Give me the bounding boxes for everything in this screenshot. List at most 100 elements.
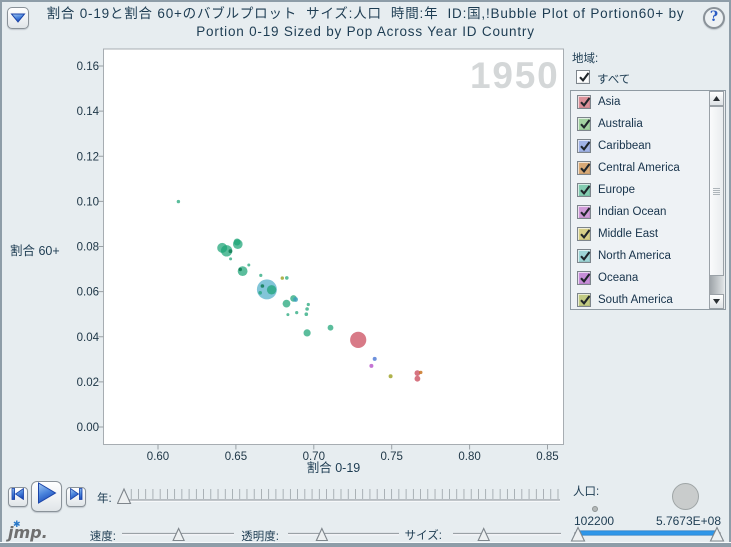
bubble[interactable]	[372, 356, 377, 361]
bubble-plot-canvas[interactable]: 1950 0.60 0.65 0.70 0.75 0.80 0.85 0.00 0.02 0.04…	[0, 45, 585, 480]
region-row-label: Indian Ocean	[598, 206, 667, 218]
bubble[interactable]	[217, 242, 228, 253]
scrollbar-track[interactable]	[709, 276, 724, 294]
help-button[interactable]: ?	[703, 7, 725, 29]
check-icon	[580, 295, 591, 306]
check-icon	[580, 273, 591, 284]
bubble[interactable]	[237, 266, 248, 276]
bubble[interactable]	[238, 267, 242, 272]
population-max-circle	[672, 483, 699, 510]
slider-thumb[interactable]	[315, 527, 329, 542]
region-row-asia[interactable]: Asia	[571, 91, 693, 113]
check-icon	[580, 185, 591, 196]
check-icon	[580, 163, 591, 174]
region-checkbox[interactable]	[577, 139, 591, 153]
jmp-logo: jmp. ✱	[8, 519, 48, 543]
bubble[interactable]	[414, 375, 421, 382]
year-slider[interactable]	[117, 484, 563, 506]
step-back-button[interactable]	[8, 487, 28, 507]
bubble[interactable]	[303, 329, 311, 337]
bubble[interactable]	[388, 374, 393, 379]
region-row-europe[interactable]: Europe	[571, 179, 693, 201]
transparency-slider[interactable]	[286, 525, 403, 543]
region-row-label: Europe	[598, 184, 636, 196]
region-row-caribbean[interactable]: Caribbean	[571, 135, 693, 157]
arrow-down-icon	[713, 299, 720, 304]
region-checkbox[interactable]	[577, 183, 591, 197]
region-list-scrollbar[interactable]	[709, 91, 725, 309]
region-row-central-america[interactable]: Central America	[571, 157, 693, 179]
speed-slider[interactable]	[120, 525, 238, 543]
bubble[interactable]	[282, 299, 291, 308]
bubble[interactable]	[233, 238, 241, 246]
step-forward-button[interactable]	[66, 487, 86, 507]
bubble[interactable]	[414, 370, 421, 376]
region-row-label: Caribbean	[598, 140, 652, 152]
bubble[interactable]	[280, 276, 284, 280]
bubble[interactable]	[258, 291, 263, 295]
region-checkbox[interactable]	[577, 95, 591, 109]
bubble[interactable]	[305, 307, 309, 311]
region-row-oceana[interactable]: Oceana	[571, 267, 693, 289]
play-icon	[37, 482, 56, 504]
bubble[interactable]	[419, 370, 423, 375]
scrollbar-down-button[interactable]	[709, 294, 724, 309]
window-border-bottom	[0, 543, 731, 547]
slider-thumb[interactable]	[709, 526, 725, 542]
check-icon	[580, 97, 591, 108]
population-min-value: 102200	[574, 514, 615, 528]
disclosure-button[interactable]	[7, 7, 29, 29]
region-checkbox[interactable]	[577, 249, 591, 263]
bubble[interactable]	[266, 285, 277, 295]
x-axis-title: 割合 0-19	[307, 460, 361, 475]
x-tick-label: 0.85	[536, 451, 558, 463]
region-checkbox[interactable]	[577, 293, 591, 307]
slider-thumb[interactable]	[172, 527, 185, 542]
bubble[interactable]	[260, 284, 265, 288]
region-checkbox[interactable]	[577, 161, 591, 175]
x-tick-label: 0.70	[303, 451, 325, 463]
slider-thumb[interactable]	[477, 527, 491, 542]
region-checkbox[interactable]	[577, 117, 591, 131]
check-icon	[580, 207, 591, 218]
bubble[interactable]	[176, 199, 181, 204]
scrollbar-thumb[interactable]	[709, 106, 724, 276]
size-slider[interactable]	[451, 525, 565, 543]
bubble[interactable]	[293, 297, 298, 302]
bubble[interactable]	[259, 273, 263, 277]
region-listbox[interactable]: Asia Australia Caribbean Central America Eur…	[570, 90, 726, 310]
bubble[interactable]	[369, 363, 374, 368]
bubble[interactable]	[327, 324, 334, 331]
bubble[interactable]	[229, 257, 233, 261]
slider-thumb[interactable]	[570, 526, 586, 542]
window-border-top	[0, 0, 731, 2]
region-checkbox[interactable]	[577, 227, 591, 241]
region-row-indian-ocean[interactable]: Indian Ocean	[571, 201, 693, 223]
play-button[interactable]	[31, 481, 62, 512]
check-icon	[579, 72, 590, 83]
region-row-north-america[interactable]: North America	[571, 245, 693, 267]
region-row-middle-east[interactable]: Middle East	[571, 223, 693, 245]
bubble[interactable]	[295, 311, 299, 315]
scrollbar-grip	[713, 188, 720, 195]
region-checkbox[interactable]	[577, 271, 591, 285]
bubble[interactable]	[350, 331, 367, 348]
bubble[interactable]	[247, 263, 251, 267]
bubble[interactable]	[304, 312, 309, 317]
region-row-south-america[interactable]: South America	[571, 289, 693, 311]
bubble[interactable]	[286, 313, 290, 317]
region-checkbox[interactable]	[577, 205, 591, 219]
scrollbar-up-button[interactable]	[709, 91, 724, 106]
population-range-track[interactable]	[577, 530, 718, 536]
bubble[interactable]	[285, 276, 289, 280]
region-row-australia[interactable]: Australia	[571, 113, 693, 135]
region-row-label: Australia	[598, 118, 643, 130]
population-range-slider[interactable]	[568, 524, 728, 544]
slider-thumb[interactable]	[117, 487, 132, 505]
bubble[interactable]	[228, 249, 233, 254]
region-row-label: Asia	[598, 96, 621, 108]
y-tick-label: 0.06	[77, 287, 99, 299]
bubble[interactable]	[306, 302, 310, 307]
y-tick-label: 0.16	[77, 61, 99, 73]
all-regions-checkbox[interactable]	[576, 70, 590, 84]
